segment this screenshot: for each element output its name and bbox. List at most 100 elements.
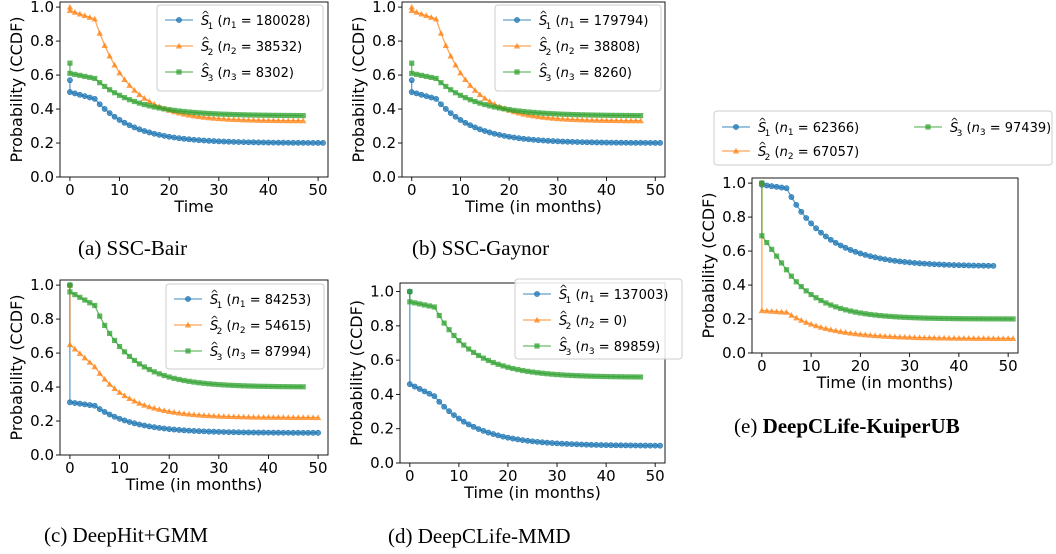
data-point [136, 399, 143, 406]
data-point [215, 412, 223, 419]
data-point [131, 98, 138, 105]
data-point [916, 315, 923, 321]
y-tick-label: 0.4 [370, 385, 394, 403]
data-point [838, 305, 844, 312]
data-point [618, 112, 624, 119]
data-point [82, 297, 88, 303]
data-point [529, 438, 536, 445]
data-point [77, 294, 83, 300]
data-point [632, 374, 639, 380]
data-point [72, 71, 78, 77]
data-point [990, 335, 997, 341]
data-point [588, 373, 594, 379]
data-point [407, 299, 413, 305]
data-point [837, 328, 844, 335]
data-point [72, 292, 78, 298]
data-point [447, 52, 454, 59]
data-point [603, 139, 610, 146]
data-point [260, 429, 267, 436]
data-point [418, 10, 425, 17]
data-point [414, 71, 420, 77]
data-point [613, 374, 619, 380]
data-point [798, 316, 805, 323]
data-point [457, 69, 464, 76]
data-point [295, 117, 302, 124]
data-point [86, 94, 93, 101]
data-point [176, 427, 183, 433]
data-point [554, 138, 561, 145]
data-point [97, 80, 103, 86]
series-1 [408, 77, 664, 146]
x-axis-label: Time (in months) [816, 373, 954, 392]
legend-marker [925, 124, 931, 130]
data-point [763, 182, 770, 189]
data-point [275, 112, 281, 118]
data-point [842, 244, 849, 251]
data-point [526, 109, 532, 115]
x-axis-label: Time (in months) [464, 197, 602, 216]
data-point [67, 289, 73, 295]
data-point [97, 313, 103, 319]
data-point [91, 363, 98, 370]
data-point [456, 337, 462, 344]
data-point [778, 308, 785, 315]
data-point [637, 117, 644, 124]
x-tick-label: 30 [900, 357, 919, 375]
data-point [171, 426, 178, 433]
data-point [131, 357, 138, 364]
data-point [131, 124, 138, 131]
data-point [111, 113, 118, 120]
data-point [475, 426, 482, 432]
data-point [599, 112, 605, 118]
data-point [451, 412, 457, 418]
data-point [275, 383, 281, 390]
data-point [583, 373, 590, 379]
data-point [960, 335, 968, 341]
data-point [763, 307, 770, 314]
data-point [521, 108, 527, 115]
data-point [201, 380, 207, 386]
panel-caption: (a) SSC-Bair [78, 236, 187, 260]
data-point [623, 139, 629, 146]
data-point [441, 320, 447, 326]
data-point [509, 435, 516, 442]
data-point [544, 439, 551, 446]
data-point [603, 117, 610, 123]
data-point [215, 138, 222, 145]
data-point [759, 180, 765, 186]
data-point [413, 8, 420, 15]
data-point [295, 384, 301, 390]
data-point [418, 91, 425, 98]
y-tick-label: 0.8 [30, 32, 54, 50]
data-point [141, 364, 147, 370]
data-point [882, 256, 888, 263]
data-point [896, 258, 903, 265]
data-point [985, 335, 992, 341]
data-point [156, 105, 162, 111]
data-point [226, 111, 232, 117]
data-point [416, 386, 423, 392]
data-point [250, 429, 257, 436]
data-point [166, 426, 173, 432]
data-point [828, 302, 834, 308]
data-point [423, 12, 430, 19]
data-point [106, 411, 113, 418]
data-point [574, 112, 580, 118]
data-point [121, 119, 128, 126]
data-point [92, 302, 98, 309]
data-point [438, 101, 444, 108]
data-point [472, 98, 478, 105]
data-point [221, 111, 227, 117]
data-point [936, 315, 942, 321]
legend-marker [176, 17, 182, 23]
data-point [514, 436, 521, 443]
y-tick-label: 0.6 [30, 66, 54, 84]
data-point [408, 89, 415, 95]
data-point [116, 389, 123, 395]
x-tick-label: 50 [999, 357, 1018, 375]
y-tick-label: 0.2 [722, 310, 746, 328]
data-point [769, 246, 775, 252]
y-axis-label: Probability (CCDF) [349, 16, 368, 162]
data-point [540, 137, 547, 144]
data-point [793, 314, 800, 321]
